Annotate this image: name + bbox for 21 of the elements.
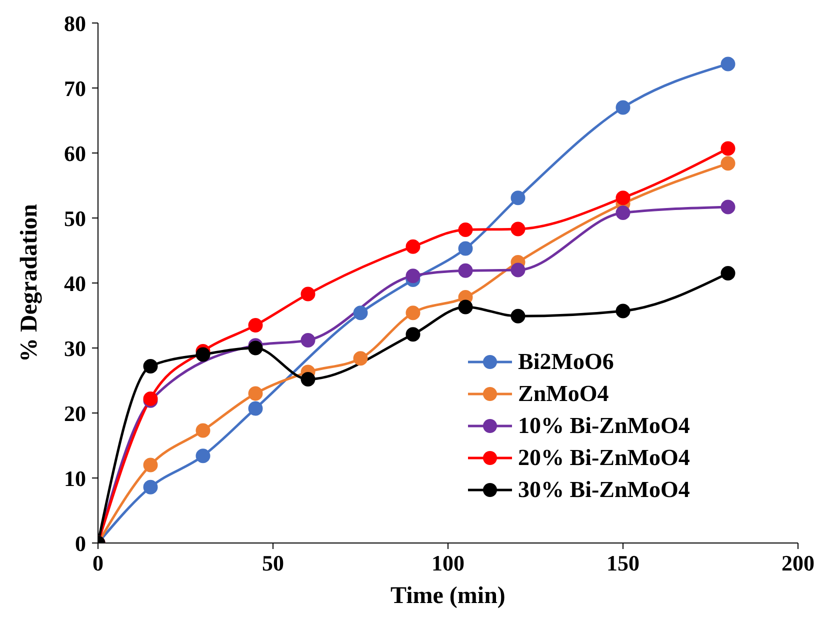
legend-label: Bi2MoO6 (518, 348, 614, 375)
y-tick-label: 80 (64, 10, 86, 36)
legend-label: 10% Bi-ZnMoO4 (518, 412, 690, 439)
x-tick-label: 150 (606, 550, 640, 576)
y-tick-label: 0 (75, 530, 86, 556)
y-tick-label: 50 (64, 206, 86, 231)
legend-label: 20% Bi-ZnMoO4 (518, 444, 690, 471)
x-axis-title: Time (min) (390, 583, 506, 609)
y-tick-label: 40 (64, 270, 86, 296)
x-tick-label: 200 (782, 550, 814, 576)
legend-label: 30% Bi-ZnMoO4 (518, 476, 690, 503)
x-tick-label: 0 (92, 550, 104, 576)
y-tick-label: 10 (64, 466, 86, 491)
y-tick-label: 20 (64, 400, 86, 426)
y-axis-title: % Degradation (16, 204, 43, 362)
y-tick-label: 30 (64, 336, 86, 361)
y-tick-label: 70 (64, 76, 86, 101)
y-tick-label: 60 (64, 140, 86, 166)
legend-label: ZnMoO4 (518, 380, 609, 407)
x-tick-label: 50 (262, 550, 284, 576)
x-tick-label: 100 (432, 550, 464, 576)
